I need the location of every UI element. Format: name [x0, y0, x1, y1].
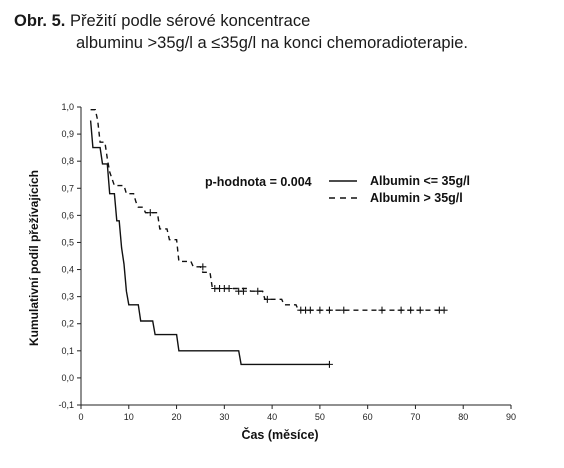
y-tick-label: 0,1 [61, 346, 74, 356]
caption-line-1: Přežití podle sérové koncentrace [69, 12, 311, 30]
y-tick-label: 0,5 [61, 237, 74, 247]
censor-mark [263, 295, 271, 303]
x-axis-label: Čas (měsíce) [241, 427, 318, 442]
legend-label-2: Albumin > 35g/l [370, 191, 463, 205]
censor-mark [340, 306, 348, 314]
censor-mark [325, 360, 333, 368]
series-line-1 [89, 120, 330, 366]
chart-series [89, 109, 448, 368]
series-line-2 [90, 109, 445, 311]
x-tick-label: 20 [172, 412, 182, 422]
censor-mark [199, 263, 207, 271]
x-tick-label: 70 [410, 412, 420, 422]
x-tick-label: 0 [78, 412, 83, 422]
y-tick-label: 0,0 [61, 373, 74, 383]
y-tick-label: 0,9 [61, 129, 74, 139]
y-tick-label: -0,1 [58, 400, 74, 410]
y-axis-label: Kumulativní podíl přežívajících [27, 170, 41, 346]
chart-legend: Albumin <= 35g/l Albumin > 35g/l [329, 174, 470, 205]
censor-mark [407, 306, 415, 314]
censor-mark [440, 306, 448, 314]
censor-mark [306, 306, 314, 314]
y-tick-label: 1,0 [61, 102, 74, 112]
censor-mark [146, 209, 154, 217]
y-tick-label: 0,7 [61, 183, 74, 193]
censor-mark [316, 306, 324, 314]
x-tick-label: 50 [315, 412, 325, 422]
figure-caption: Obr. 5. Přežití podle sérové koncentrace… [14, 10, 468, 54]
caption-line-2: albuminu >35g/l a ≤35g/l na konci chemor… [76, 34, 469, 52]
p-value-annotation: p-hodnota = 0.004 [205, 175, 312, 189]
x-tick-label: 10 [124, 412, 134, 422]
x-tick-label: 40 [267, 412, 277, 422]
figure-label: Obr. 5. [14, 12, 66, 30]
censor-mark [254, 287, 262, 295]
censor-mark [225, 285, 233, 293]
x-tick-label: 90 [506, 412, 516, 422]
x-tick-label: 30 [219, 412, 229, 422]
censor-mark [325, 306, 333, 314]
y-tick-labels: -0,1 0,0 0,1 0,2 0,3 0,4 0,5 0,6 0,7 0,8 0,9 1,0 [58, 102, 81, 410]
x-tick-label: 80 [458, 412, 468, 422]
censor-mark [397, 306, 405, 314]
y-tick-label: 0,2 [61, 319, 74, 329]
censor-mark [239, 287, 247, 295]
censor-mark [416, 306, 424, 314]
x-tick-label: 60 [363, 412, 373, 422]
y-tick-label: 0,8 [61, 156, 74, 166]
x-tick-labels: 0 10 20 30 40 50 60 70 80 90 [78, 405, 516, 422]
y-tick-label: 0,4 [61, 265, 74, 275]
censor-mark [378, 306, 386, 314]
legend-label-1: Albumin <= 35g/l [370, 174, 470, 188]
y-tick-label: 0,6 [61, 210, 74, 220]
chart-axes [80, 107, 511, 406]
y-tick-label: 0,3 [61, 292, 74, 302]
